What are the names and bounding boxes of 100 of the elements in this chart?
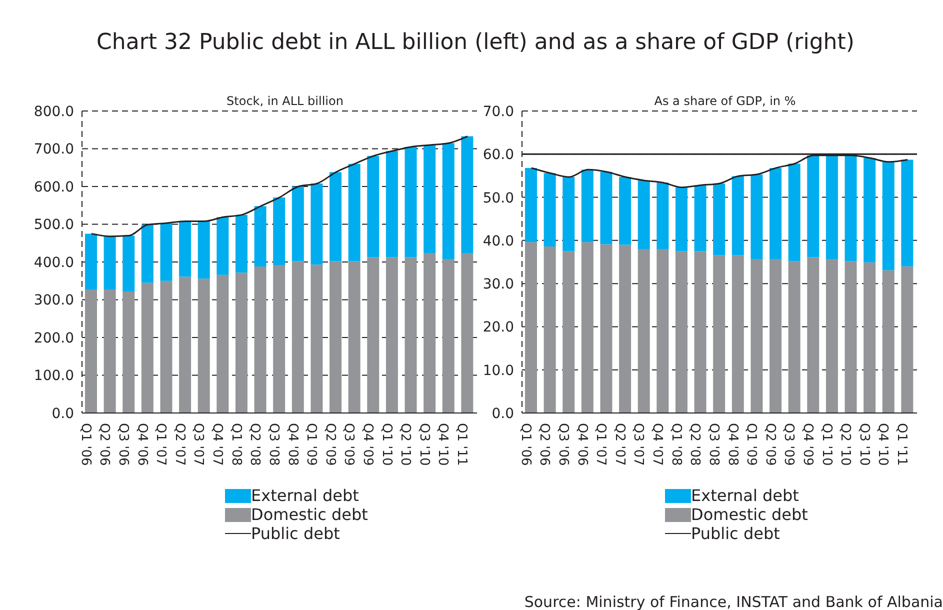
bar	[254, 266, 266, 413]
bar	[254, 206, 266, 267]
x-tick-label: Q3 '07	[630, 423, 646, 466]
bar	[770, 258, 782, 413]
bar	[310, 183, 323, 265]
x-tick-label: Q2 '08	[687, 423, 702, 466]
chart-subtitle: As a share of GDP, in %	[653, 94, 797, 108]
bar	[600, 172, 612, 244]
x-tick-label: Q2 '06	[96, 423, 112, 466]
bar	[656, 249, 669, 413]
bar	[562, 251, 575, 413]
x-tick-label: Q4 '06	[574, 423, 590, 466]
bar	[235, 214, 248, 273]
x-tick-label: Q1 '07	[593, 423, 608, 466]
bar	[770, 168, 782, 259]
bar	[638, 249, 650, 413]
bar	[160, 223, 172, 281]
bar	[788, 261, 800, 413]
x-tick-label: Q1 '06	[78, 423, 93, 466]
x-tick-label: Q4 '08	[284, 423, 300, 466]
bar	[732, 176, 744, 256]
y-tick-label: 20.0	[482, 320, 514, 336]
y-tick-label: 0.0	[492, 406, 514, 422]
legend-label: Public debt	[691, 524, 780, 543]
bar	[404, 257, 417, 413]
x-tick-label: Q1 '06	[518, 423, 533, 466]
bar	[367, 257, 380, 413]
bar	[675, 187, 688, 252]
bar	[788, 164, 800, 262]
x-tick-label: Q3 '08	[706, 423, 721, 466]
bar	[619, 244, 632, 413]
bar	[160, 280, 172, 413]
bar	[750, 174, 763, 259]
x-tick-label: Q1 '11	[454, 423, 470, 466]
y-tick-label: 100.0	[34, 368, 74, 384]
bar	[461, 252, 474, 413]
y-tick-label: 500.0	[34, 217, 74, 234]
bar	[826, 258, 838, 413]
bar	[619, 177, 632, 245]
y-tick-label: 40.0	[482, 233, 514, 250]
bar	[273, 265, 286, 413]
bar	[807, 257, 820, 413]
x-tick-label: Q2 '09	[322, 423, 338, 466]
bar	[104, 290, 116, 413]
bar	[600, 244, 612, 413]
bar	[292, 261, 304, 413]
bar	[581, 242, 594, 413]
bar	[104, 236, 116, 290]
bar	[330, 261, 342, 413]
x-tick-label: Q1 '07	[153, 423, 168, 466]
legend-label: External debt	[251, 486, 359, 505]
bar	[348, 261, 360, 413]
bar	[675, 251, 688, 413]
bar	[562, 177, 575, 252]
bar	[807, 155, 820, 258]
bar	[122, 236, 135, 292]
x-tick-label: Q2 '07	[172, 423, 187, 466]
bar	[844, 261, 857, 413]
bar	[85, 290, 97, 413]
bar	[216, 274, 229, 413]
bar	[273, 197, 286, 266]
x-tick-label: Q3 '09	[781, 423, 796, 466]
bar	[292, 186, 304, 262]
y-tick-label: 0.0	[52, 406, 74, 422]
x-tick-label: Q3 '06	[555, 423, 570, 466]
legend-label: External debt	[691, 486, 799, 505]
y-tick-label: 70.0	[482, 104, 514, 120]
bar	[386, 151, 398, 258]
bar	[216, 217, 229, 275]
x-tick-label: Q4 '07	[650, 423, 665, 466]
bar	[864, 262, 876, 413]
bar	[367, 156, 380, 258]
chart-title: Chart 32 Public debt in ALL billion (left) and as a share of GDP (right)	[96, 30, 856, 55]
bar	[442, 258, 454, 413]
legend-label: Public debt	[251, 524, 340, 543]
bar	[141, 282, 154, 413]
bar	[461, 136, 474, 253]
bar	[179, 276, 192, 413]
x-tick-label: Q2 '09	[762, 423, 778, 466]
y-tick-label: 50.0	[482, 190, 514, 206]
bar	[581, 170, 594, 242]
bar	[424, 252, 436, 413]
bar	[864, 158, 876, 262]
x-tick-label: Q2 '06	[536, 423, 552, 466]
x-tick-label: Q4 '09	[360, 423, 375, 466]
bar	[544, 173, 556, 246]
bar	[713, 183, 726, 256]
bar	[525, 242, 537, 413]
bar	[656, 182, 669, 250]
x-tick-label: Q3 '07	[190, 423, 206, 466]
bar	[141, 224, 154, 283]
y-tick-label: 200.0	[34, 330, 74, 346]
x-tick-label: Q3 '10	[856, 423, 872, 466]
x-tick-label: Q1 '09	[744, 423, 759, 466]
bar	[442, 143, 454, 259]
bar	[544, 246, 556, 413]
bar	[732, 255, 744, 413]
bar	[122, 291, 135, 413]
x-tick-label: Q2 '10	[398, 423, 413, 466]
source-note: Source: Ministry of Finance, INSTAT and Bank of Albania	[524, 593, 943, 610]
